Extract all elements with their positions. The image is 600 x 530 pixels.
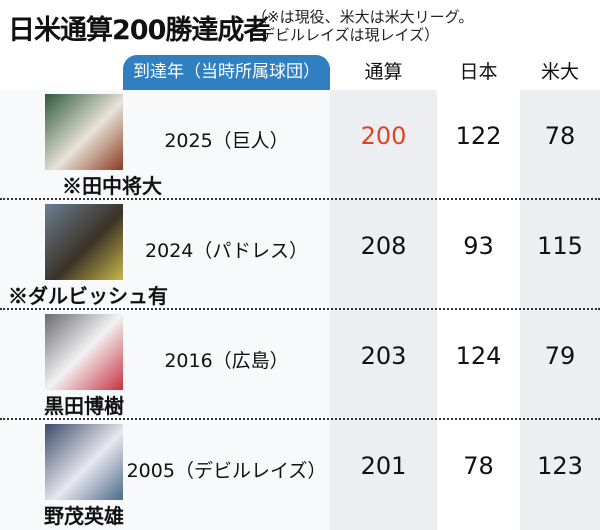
player-photo	[45, 314, 123, 390]
player-name: ※田中将大	[62, 174, 162, 198]
mlb-column-bg	[520, 90, 600, 530]
total-wins: 203	[360, 342, 407, 370]
total-wins: 201	[360, 452, 407, 480]
mlb-wins: 115	[537, 232, 583, 260]
japan-wins: 93	[463, 232, 494, 260]
year-team: 2025（巨人）	[164, 130, 289, 152]
player-photo	[45, 204, 123, 280]
mlb-wins: 79	[544, 342, 576, 370]
table-row: 黒田博樹 2016（広島） 203 124 79	[0, 310, 600, 420]
note: （※は現役、米大は米大リーグ。 デビルレイズは現レイズ）	[252, 8, 473, 44]
header-total: 通算	[364, 61, 403, 83]
total-wins: 200	[360, 122, 407, 150]
year-team: 2016（広島）	[164, 350, 289, 372]
note-line-2: デビルレイズは現レイズ）	[260, 26, 440, 44]
player-name: 野茂英雄	[44, 504, 124, 528]
mlb-wins: 78	[544, 122, 576, 150]
year-team: 2005（デビルレイズ）	[126, 460, 327, 482]
year-team: 2024（パドレス）	[145, 240, 308, 262]
header-japan: 日本	[459, 61, 498, 83]
header-mlb: 米大	[540, 61, 579, 83]
table-row: 野茂英雄 2005（デビルレイズ） 201 78 123	[0, 420, 600, 530]
player-name: 黒田博樹	[44, 394, 124, 418]
player-photo	[45, 94, 123, 170]
japan-wins: 124	[455, 342, 502, 370]
mlb-wins: 123	[537, 452, 583, 480]
japan-wins: 78	[463, 452, 494, 480]
page-title: 日米通算200勝達成者	[8, 15, 270, 46]
note-line-1: （※は現役、米大は米大リーグ。	[252, 8, 474, 26]
player-name: ※ダルビッシュ有	[8, 284, 168, 308]
player-photo	[45, 424, 123, 500]
total-wins: 208	[360, 232, 407, 260]
total-column-bg	[330, 90, 437, 530]
table-row: ※田中将大 2025（巨人） 200 122 78	[0, 90, 600, 200]
japan-wins: 122	[455, 122, 502, 150]
header-year: 到達年（当時所属球団）	[123, 55, 330, 90]
table-row: ※ダルビッシュ有 2024（パドレス） 208 93 115	[0, 200, 600, 310]
